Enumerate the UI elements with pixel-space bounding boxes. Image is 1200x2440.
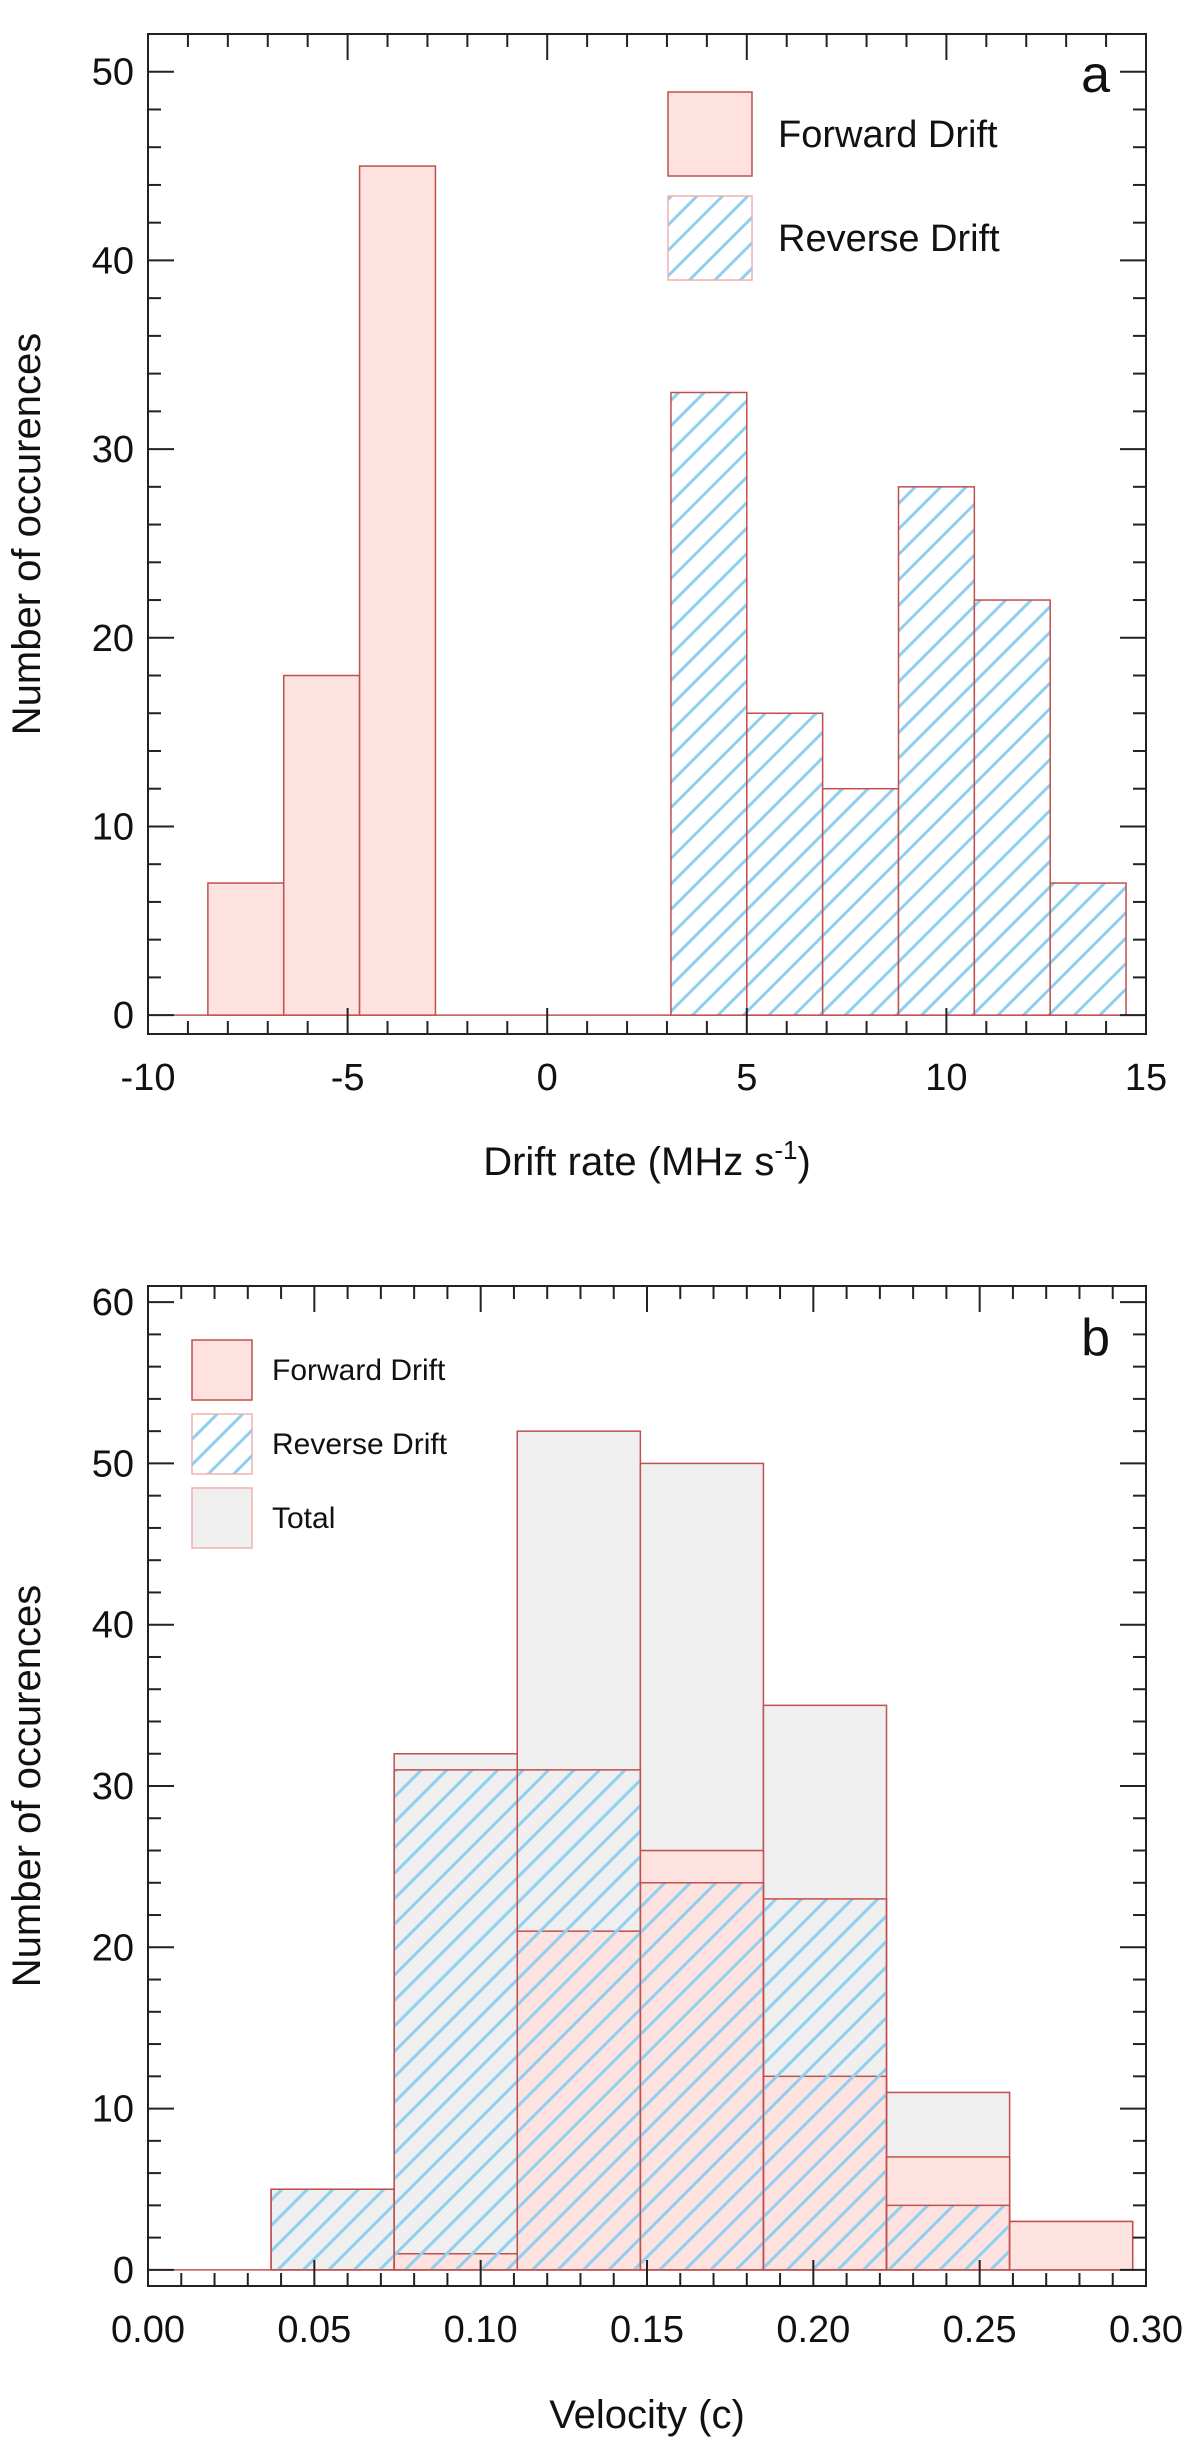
y-tick-label-a-1: 10: [92, 806, 134, 848]
x-tick-label-a-2: 0: [537, 1057, 558, 1099]
y-tick-label-b-5: 50: [92, 1443, 134, 1485]
bar-a-reverse-4: [973, 599, 1051, 1016]
bar-b-reverse-2: [516, 1769, 642, 2271]
legend-label-b-forward: Forward Drift: [272, 1354, 446, 1387]
x-tick-label-b-2: 0.10: [444, 2309, 518, 2351]
legend-label-a-forward: Forward Drift: [778, 114, 998, 156]
x-tick-label-a-0: -10: [121, 1057, 176, 1099]
panel-a-xlabel: Drift rate (MHz s-1): [483, 1135, 811, 1184]
y-tick-label-b-1: 10: [92, 2089, 134, 2131]
x-tick-label-a-5: 15: [1125, 1057, 1167, 1099]
bar-a-forward-0: [207, 882, 285, 1016]
y-tick-label-a-2: 20: [92, 618, 134, 660]
bar-b-forward-5: [1008, 2220, 1134, 2271]
y-tick-label-a-5: 50: [92, 52, 134, 94]
bar-a-reverse-2: [821, 787, 900, 1016]
y-tick-label-b-2: 20: [92, 1927, 134, 1969]
bar-a-reverse-3: [897, 486, 976, 1016]
x-tick-label-b-4: 0.20: [776, 2309, 850, 2351]
bar-a-reverse-1: [746, 712, 824, 1016]
x-tick-label-b-3: 0.15: [610, 2309, 684, 2351]
bar-a-reverse-0: [670, 391, 748, 1016]
y-tick-label-b-0: 0: [113, 2250, 134, 2292]
y-tick-label-a-4: 40: [92, 240, 134, 282]
x-tick-label-a-4: 10: [925, 1057, 967, 1099]
panel-a-plot-frame: [147, 33, 1147, 1035]
panel-a-xlabel-close: ): [797, 1140, 810, 1184]
panel-b-ylabel: Number of occurences: [5, 1585, 49, 1987]
panel-a-chart: -10 -5 0 5 10 15 0 10 20 30 40 50 a Forward Drift Re…: [5, 33, 1167, 1184]
x-tick-label-b-1: 0.05: [277, 2309, 351, 2351]
y-tick-label-b-3: 30: [92, 1766, 134, 1808]
bar-b-reverse-0: [270, 2188, 395, 2271]
legend-swatch-a-reverse: [667, 195, 753, 281]
y-tick-label-b-6: 60: [92, 1282, 134, 1324]
bar-b-reverse-1: [393, 1769, 519, 2271]
legend-label-a-reverse: Reverse Drift: [778, 218, 1000, 260]
x-tick-label-b-6: 0.30: [1109, 2309, 1183, 2351]
legend-label-b-reverse: Reverse Drift: [272, 1428, 448, 1461]
bar-b-reverse-3: [639, 1882, 765, 2271]
bar-b-reverse-5: [885, 2204, 1011, 2271]
legend-swatch-a-forward: [667, 91, 753, 177]
bar-b-reverse-4: [762, 1898, 888, 2271]
y-tick-label-a-3: 30: [92, 429, 134, 471]
x-tick-label-b-5: 0.25: [943, 2309, 1017, 2351]
legend-label-b-total: Total: [272, 1502, 335, 1535]
bar-a-forward-2: [358, 165, 437, 1016]
y-tick-label-a-0: 0: [113, 995, 134, 1037]
panel-b-letter: b: [1081, 1309, 1110, 1367]
y-tick-label-b-4: 40: [92, 1605, 134, 1647]
x-tick-label-a-3: 5: [736, 1057, 757, 1099]
bar-a-forward-1: [282, 674, 361, 1016]
legend-swatch-b-forward: [191, 1339, 253, 1401]
legend-swatch-b-reverse: [191, 1413, 253, 1475]
panel-a-letter: a: [1081, 46, 1110, 104]
panel-a-xlabel-sup: -1: [774, 1135, 797, 1165]
panel-b-chart: 0.00 0.05 0.10 0.15 0.20 0.25 0.30 0 10 20 30 40 50 6…: [5, 1282, 1183, 2437]
panel-a-ylabel: Number of occurences: [5, 333, 49, 735]
panel-b-xlabel: Velocity (c): [549, 2393, 745, 2437]
legend-swatch-b-total: [191, 1487, 253, 1549]
bar-a-reverse-5: [1049, 882, 1127, 1016]
x-tick-label-b-0: 0.00: [111, 2309, 185, 2351]
x-tick-label-a-1: -5: [331, 1057, 365, 1099]
